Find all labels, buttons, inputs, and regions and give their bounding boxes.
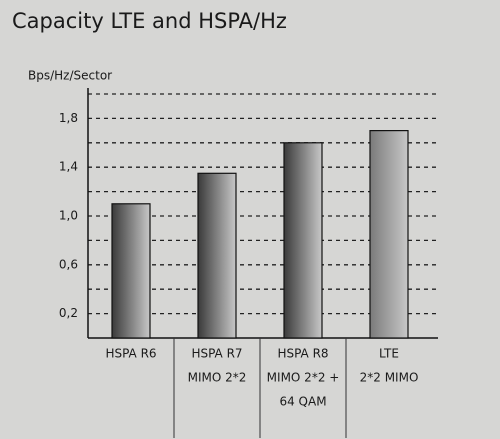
y-axis-label: Bps/Hz/Sector (28, 69, 112, 83)
x-tick-label: HSPA R7 (191, 347, 242, 361)
bar (283, 142, 323, 339)
bar (369, 130, 409, 339)
chart-title: Capacity LTE and HSPA/Hz (12, 9, 287, 33)
y-tick-label: 1,0 (59, 209, 78, 223)
bar (111, 203, 151, 339)
x-tick-label: 2*2 MIMO (360, 371, 419, 385)
bar (197, 172, 237, 339)
y-tick-label: 1,8 (59, 111, 78, 125)
x-tick-label: MIMO 2*2 (188, 371, 247, 385)
y-tick-label: 0,6 (59, 257, 78, 271)
x-tick-label: MIMO 2*2 + (267, 371, 340, 385)
x-tick-label: HSPA R8 (277, 347, 328, 361)
x-tick-label: LTE (379, 347, 399, 361)
y-tick-label: 0,2 (59, 306, 78, 320)
y-tick-label: 1,4 (59, 160, 78, 174)
x-tick-label: HSPA R6 (105, 347, 156, 361)
x-tick-label: 64 QAM (279, 395, 326, 409)
